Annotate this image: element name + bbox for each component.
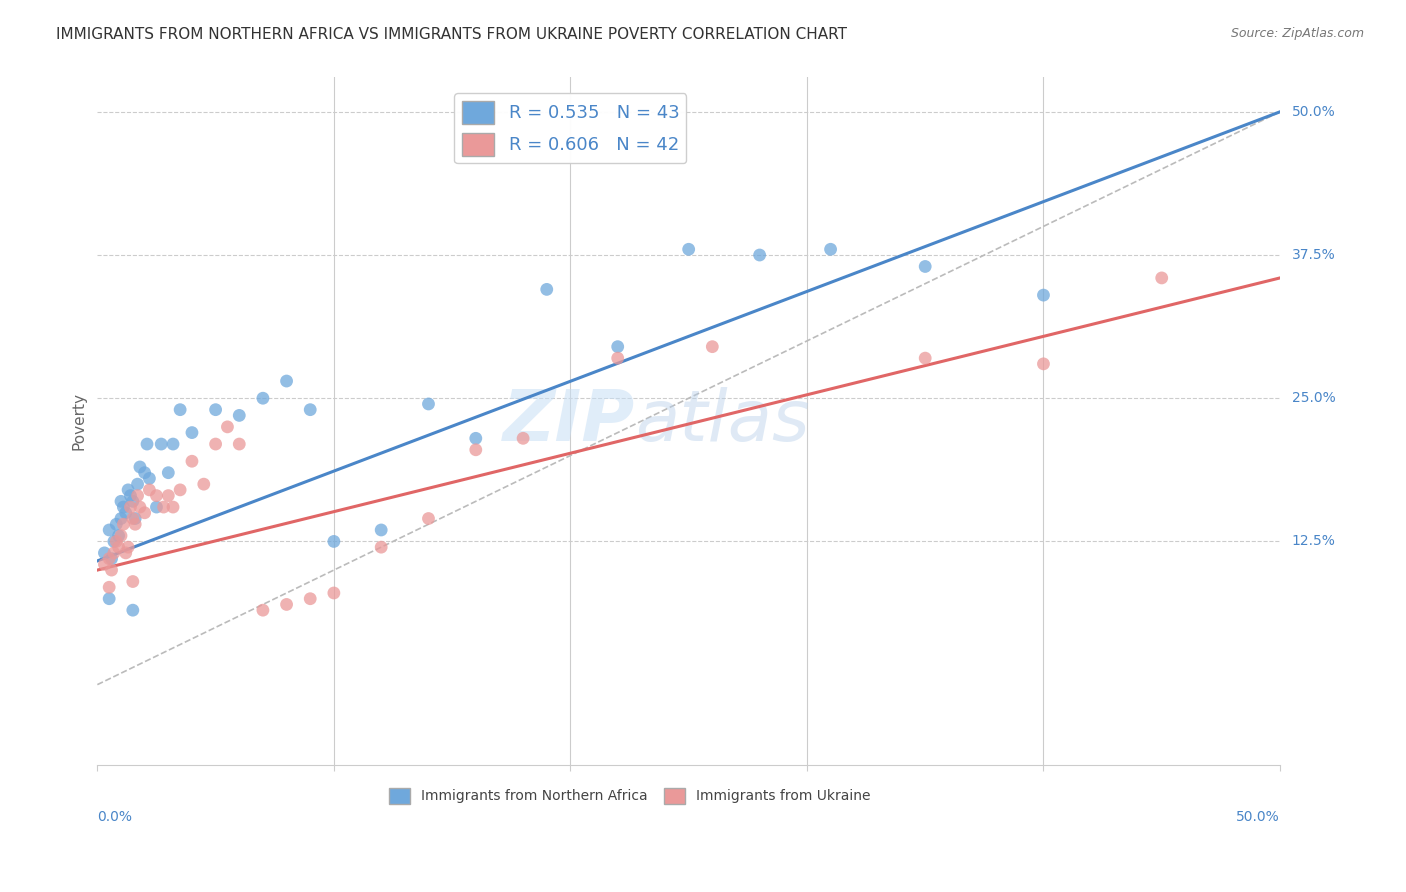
Point: [93, 546, 115, 560]
Point: [134, 506, 156, 520]
Point: [124, 511, 146, 525]
Point: [464, 442, 486, 457]
Point: [820, 242, 842, 256]
Point: [370, 540, 392, 554]
Text: 25.0%: 25.0%: [1292, 392, 1336, 405]
Point: [193, 477, 215, 491]
Point: [228, 409, 250, 423]
Point: [112, 517, 135, 532]
Point: [121, 603, 143, 617]
Point: [204, 402, 226, 417]
Point: [252, 391, 274, 405]
Point: [748, 248, 770, 262]
Point: [150, 437, 173, 451]
Point: [1150, 271, 1173, 285]
Point: [169, 402, 191, 417]
Point: [181, 425, 204, 440]
Point: [1032, 288, 1054, 302]
Point: [103, 534, 125, 549]
Point: [120, 489, 142, 503]
Point: [129, 460, 152, 475]
Legend: Immigrants from Northern Africa, Immigrants from Ukraine: Immigrants from Northern Africa, Immigra…: [384, 782, 876, 809]
Point: [276, 374, 298, 388]
Point: [606, 351, 628, 365]
Text: 12.5%: 12.5%: [1292, 534, 1336, 549]
Point: [252, 603, 274, 617]
Point: [702, 340, 724, 354]
Point: [98, 591, 121, 606]
Point: [169, 483, 191, 497]
Point: [98, 580, 121, 594]
Point: [110, 511, 132, 525]
Point: [299, 591, 322, 606]
Point: [127, 489, 149, 503]
Point: [124, 517, 146, 532]
Text: 0.0%: 0.0%: [97, 810, 132, 823]
Point: [120, 500, 142, 514]
Point: [606, 340, 628, 354]
Point: [98, 523, 121, 537]
Point: [138, 471, 160, 485]
Point: [322, 586, 344, 600]
Point: [181, 454, 204, 468]
Point: [418, 511, 440, 525]
Point: [370, 523, 392, 537]
Point: [914, 260, 936, 274]
Point: [145, 489, 167, 503]
Point: [204, 437, 226, 451]
Point: [299, 402, 322, 417]
Point: [129, 500, 152, 514]
Point: [914, 351, 936, 365]
Point: [217, 420, 239, 434]
Text: 50.0%: 50.0%: [1236, 810, 1279, 823]
Point: [136, 437, 159, 451]
Point: [134, 466, 156, 480]
Point: [157, 466, 180, 480]
Point: [117, 483, 139, 497]
Point: [98, 551, 121, 566]
Y-axis label: Poverty: Poverty: [72, 392, 86, 450]
Text: IMMIGRANTS FROM NORTHERN AFRICA VS IMMIGRANTS FROM UKRAINE POVERTY CORRELATION C: IMMIGRANTS FROM NORTHERN AFRICA VS IMMIG…: [56, 27, 848, 42]
Point: [100, 563, 122, 577]
Point: [110, 494, 132, 508]
Point: [162, 437, 184, 451]
Point: [512, 431, 534, 445]
Point: [100, 551, 122, 566]
Text: 50.0%: 50.0%: [1292, 104, 1336, 119]
Point: [114, 546, 136, 560]
Point: [464, 431, 486, 445]
Point: [121, 574, 143, 589]
Point: [105, 517, 128, 532]
Point: [157, 489, 180, 503]
Point: [1032, 357, 1054, 371]
Text: 37.5%: 37.5%: [1292, 248, 1336, 262]
Point: [110, 529, 132, 543]
Point: [276, 598, 298, 612]
Point: [121, 494, 143, 508]
Point: [152, 500, 174, 514]
Point: [103, 546, 125, 560]
Point: [322, 534, 344, 549]
Point: [678, 242, 700, 256]
Point: [138, 483, 160, 497]
Text: ZIP: ZIP: [503, 386, 636, 456]
Point: [418, 397, 440, 411]
Point: [162, 500, 184, 514]
Point: [127, 477, 149, 491]
Point: [121, 511, 143, 525]
Point: [117, 540, 139, 554]
Text: Source: ZipAtlas.com: Source: ZipAtlas.com: [1230, 27, 1364, 40]
Point: [145, 500, 167, 514]
Point: [228, 437, 250, 451]
Point: [107, 540, 129, 554]
Point: [114, 506, 136, 520]
Point: [107, 529, 129, 543]
Point: [536, 282, 558, 296]
Point: [93, 558, 115, 572]
Point: [112, 500, 135, 514]
Text: atlas: atlas: [636, 386, 810, 456]
Point: [105, 534, 128, 549]
